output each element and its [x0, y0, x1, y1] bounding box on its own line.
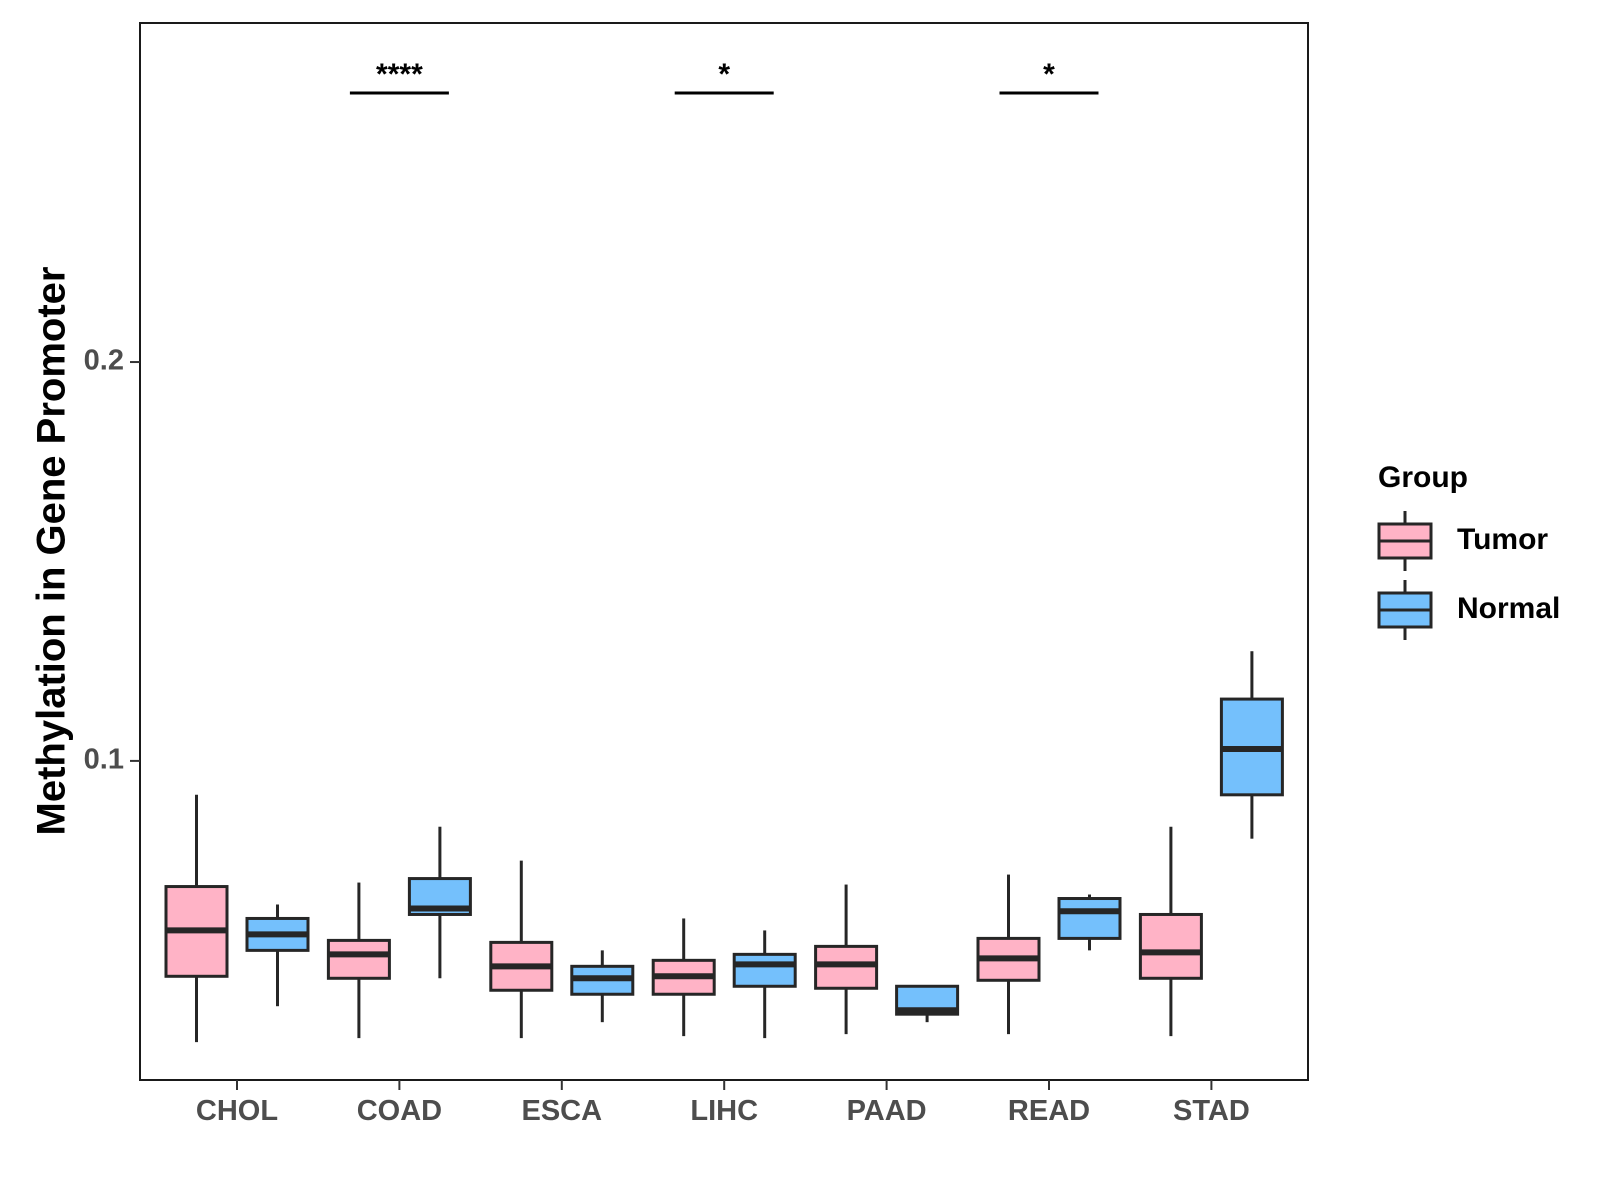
x-tick-label-stad: STAD — [1173, 1095, 1250, 1127]
box-stad-tumor — [1138, 826, 1203, 1037]
box-lihc-tumor — [651, 918, 716, 1037]
legend-title: Group — [1378, 461, 1468, 494]
significance-layer: **** * * — [349, 58, 1099, 95]
significance-label-read: * — [1043, 58, 1055, 91]
x-tick-label-chol: CHOL — [196, 1095, 278, 1127]
box-read-tumor — [976, 874, 1041, 1035]
box-body — [326, 938, 391, 980]
y-tick-label: 0.2 — [84, 345, 124, 377]
x-tick-label-coad: COAD — [357, 1095, 442, 1127]
x-tick-label-lihc: LIHC — [690, 1095, 758, 1127]
plot-panel — [139, 22, 1309, 1081]
legend-label-normal: Normal — [1457, 592, 1560, 625]
y-axis: 0.1 0.2 — [84, 345, 140, 776]
legend-items: Tumor Normal — [1377, 511, 1560, 640]
legend-item-tumor: Tumor — [1377, 511, 1548, 571]
legend: Group Tumor Normal — [1377, 461, 1560, 640]
box-esca-normal — [570, 950, 635, 1023]
legend-label-tumor: Tumor — [1457, 523, 1548, 556]
boxes-layer — [164, 651, 1284, 1043]
box-body — [1138, 912, 1203, 980]
y-tick-label: 0.1 — [84, 744, 124, 776]
x-tick-label-read: READ — [1008, 1095, 1090, 1127]
box-read-normal — [1057, 894, 1122, 951]
box-stad-normal — [1219, 651, 1284, 839]
significance-label-coad: **** — [376, 58, 423, 91]
box-body — [732, 952, 797, 988]
box-coad-tumor — [326, 882, 391, 1039]
significance-label-lihc: * — [718, 58, 730, 91]
y-axis-title: Methylation in Gene Promoter — [30, 267, 74, 836]
box-paad-tumor — [814, 884, 879, 1035]
x-tick-label-paad: PAAD — [847, 1095, 927, 1127]
x-axis: CHOL COAD ESCA LIHC PAAD READ STAD — [196, 1080, 1250, 1127]
x-tick-label-esca: ESCA — [522, 1095, 603, 1127]
box-coad-normal — [407, 826, 472, 979]
box-body — [1057, 897, 1122, 940]
box-chol-tumor — [164, 794, 229, 1043]
box-lihc-normal — [732, 930, 797, 1039]
box-chol-normal — [245, 904, 310, 1007]
legend-item-normal: Normal — [1377, 580, 1560, 640]
box-paad-normal — [895, 984, 960, 1023]
box-esca-tumor — [489, 860, 554, 1039]
